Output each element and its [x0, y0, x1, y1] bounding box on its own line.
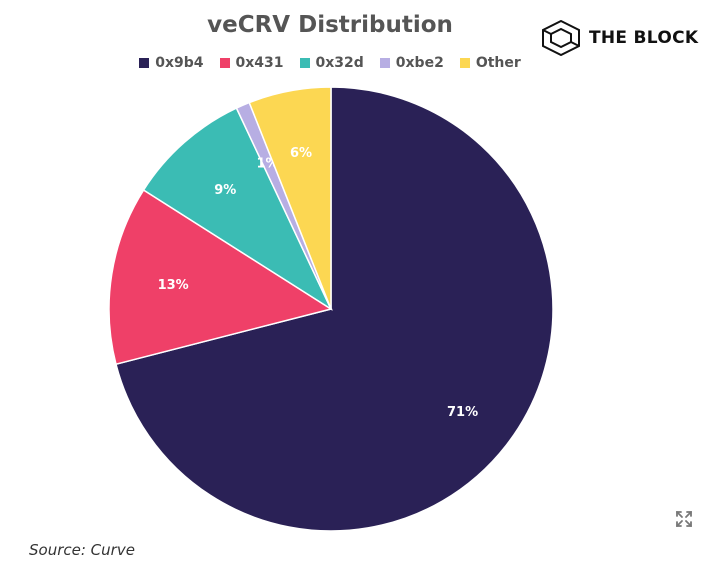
slice-label-0x431: 13%: [158, 278, 189, 293]
chart-card: veCRV Distribution 0x9b4 0x431 0x32d 0xb…: [0, 12, 699, 532]
brand-logo: THE BLOCK: [541, 20, 698, 56]
chart-legend: 0x9b4 0x431 0x32d 0xbe2 Other: [0, 55, 660, 71]
legend-swatch: [219, 58, 230, 68]
legend-label: 0xbe2: [395, 55, 444, 71]
legend-item-0xbe2[interactable]: 0xbe2: [379, 55, 444, 71]
pie-slice-0x431[interactable]: [108, 189, 333, 366]
pie-slice-other[interactable]: [248, 86, 332, 310]
legend-item-0x431[interactable]: 0x431: [219, 55, 284, 71]
legend-item-0x9b4[interactable]: 0x9b4: [139, 55, 204, 71]
legend-swatch: [299, 58, 310, 68]
legend-label: 0x431: [235, 55, 284, 71]
legend-swatch: [139, 58, 150, 68]
slice-label-0x9b4: 71%: [447, 405, 478, 420]
legend-item-other[interactable]: Other: [459, 55, 521, 71]
brand-name: THE BLOCK: [589, 28, 699, 48]
legend-swatch: [379, 58, 390, 68]
legend-label: 0x32d: [315, 55, 364, 71]
expand-icon[interactable]: [675, 510, 693, 528]
chart-title: veCRV Distribution: [207, 12, 453, 38]
pie-slice-0x32d[interactable]: [142, 107, 333, 312]
legend-swatch: [459, 58, 470, 68]
slice-label-0x32d: 9%: [214, 183, 236, 198]
legend-item-0x32d[interactable]: 0x32d: [299, 55, 364, 71]
source-caption: Source: Curve: [29, 541, 135, 559]
cube-logo-icon: [542, 20, 580, 56]
pie-chart: 71%13%9%1%6%: [108, 86, 554, 532]
pie-slice-0x9b4[interactable]: [115, 86, 554, 532]
legend-label: 0x9b4: [155, 55, 204, 71]
slice-label-other: 6%: [290, 146, 312, 161]
legend-label: Other: [475, 55, 521, 71]
